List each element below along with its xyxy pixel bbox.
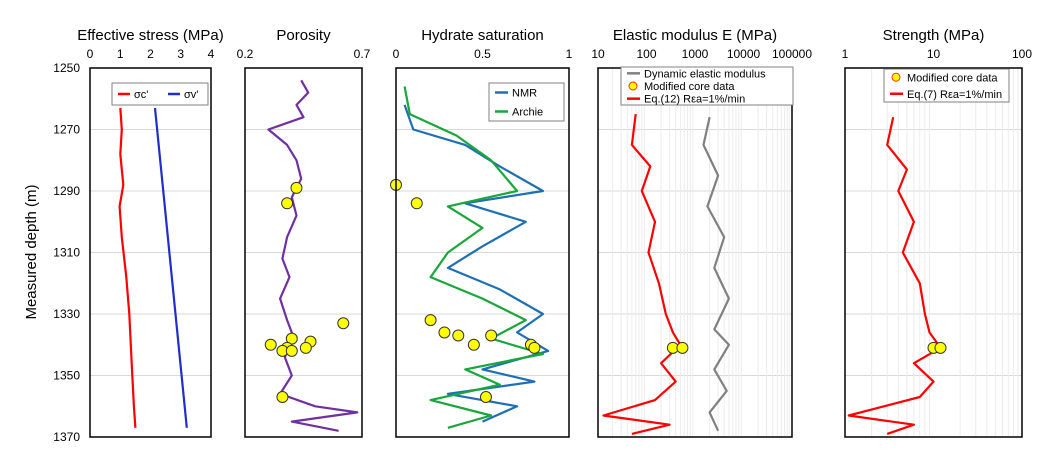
data-point-marker <box>528 341 541 354</box>
x-tick-label: 0.2 <box>237 47 254 61</box>
legend-box <box>883 68 1010 103</box>
x-tick-label: 1 <box>566 47 573 61</box>
y-tick-label: 1310 <box>53 246 80 260</box>
y-tick-label: 1250 <box>53 61 80 75</box>
series-line <box>153 107 188 428</box>
x-tick-label: 100 <box>636 47 656 61</box>
legend-label: σc' <box>134 89 148 101</box>
panel-1: 0 1 2 3 4 Effective stress (MPa) σc' σv' <box>77 27 224 438</box>
legend-box <box>111 82 209 106</box>
panel-2: 0.2 0.7 Porosity <box>237 27 371 438</box>
x-tick-label: 10 <box>591 47 605 61</box>
x-tick-label: 100000 <box>772 47 812 61</box>
legend: σc' σv' <box>111 82 209 106</box>
legend-swatch <box>891 72 901 82</box>
data-point-marker <box>281 197 294 210</box>
y-tick-label: 1330 <box>53 307 80 321</box>
y-tick-label: 1270 <box>53 123 80 137</box>
legend-label: Eq.(7) Rεa=1%/min <box>907 89 1002 101</box>
data-point-marker <box>438 326 451 339</box>
x-tick-label: 2 <box>147 47 154 61</box>
panel-3: 0 0.5 1 Hydrate saturation NMR Archie <box>390 27 573 438</box>
x-tick-label: 1 <box>117 47 124 61</box>
legend-label: NMR <box>512 88 537 100</box>
legend-box <box>620 66 794 106</box>
y-axis-label: Measured depth (m) <box>23 184 40 319</box>
legend-label: Archie <box>512 107 543 119</box>
x-tick-label: 3 <box>177 47 184 61</box>
data-point-marker <box>934 341 947 354</box>
legend-box <box>488 82 565 122</box>
chart-title: Strength (MPa) <box>883 27 985 44</box>
series-line <box>118 107 137 428</box>
data-point-marker <box>467 338 480 351</box>
legend-label: Dynamic elastic modulus <box>644 68 766 80</box>
x-tick-label: 0.7 <box>354 47 371 61</box>
y-tick-label: 1290 <box>53 184 80 198</box>
data-point-marker <box>410 197 423 210</box>
plot-frame <box>89 67 212 438</box>
legend: NMR Archie <box>488 82 565 122</box>
data-point-marker <box>290 181 303 194</box>
legend-label: Modified core data <box>907 72 998 84</box>
chart-title: Porosity <box>276 27 331 44</box>
chart-title: Effective stress (MPa) <box>77 27 223 44</box>
y-tick-label: 1350 <box>53 369 80 383</box>
data-point-marker <box>452 329 465 342</box>
y-tick-label: 1370 <box>53 430 80 444</box>
series-line <box>702 116 730 432</box>
data-point-marker <box>337 317 350 330</box>
legend: Modified core data Eq.(7) Rεa=1%/min <box>883 68 1010 103</box>
x-tick-label: 100 <box>1012 47 1032 61</box>
data-point-marker <box>264 338 277 351</box>
plot-frame <box>844 67 1023 438</box>
x-tick-label: 0 <box>393 47 400 61</box>
data-point-marker <box>424 314 437 327</box>
plot-frame <box>244 67 363 438</box>
series-line <box>403 86 545 429</box>
x-tick-label: 1000 <box>682 47 709 61</box>
data-point-marker <box>299 341 312 354</box>
data-point-marker <box>676 341 689 354</box>
legend-label: σv' <box>184 89 198 101</box>
series-line <box>847 116 942 435</box>
panel-5: 1 10 100 Strength (MPa) Modified core data Eq… <box>842 27 1032 438</box>
legend-label: Eq.(12) Rεa=1%/min <box>644 94 745 106</box>
panel-4: 10 100 1000 10000 100000 Elastic modulus E (M… <box>591 27 812 438</box>
x-tick-label: 1 <box>842 47 849 61</box>
x-tick-label: 10000 <box>727 47 761 61</box>
x-tick-label: 0 <box>87 47 94 61</box>
x-tick-label: 0.5 <box>474 47 491 61</box>
x-tick-label: 10 <box>927 47 941 61</box>
legend-swatch <box>628 81 638 91</box>
data-point-marker <box>479 391 492 404</box>
plot-frame <box>395 67 570 438</box>
data-point-marker <box>285 344 298 357</box>
data-point-marker <box>485 329 498 342</box>
chart-title: Hydrate saturation <box>421 27 544 44</box>
data-point-marker <box>276 391 289 404</box>
series-line <box>267 79 359 432</box>
series-line <box>602 113 682 435</box>
legend-label: Modified core data <box>644 81 735 93</box>
x-tick-label: 4 <box>208 47 215 61</box>
chart-title: Elastic modulus E (MPa) <box>613 27 777 44</box>
